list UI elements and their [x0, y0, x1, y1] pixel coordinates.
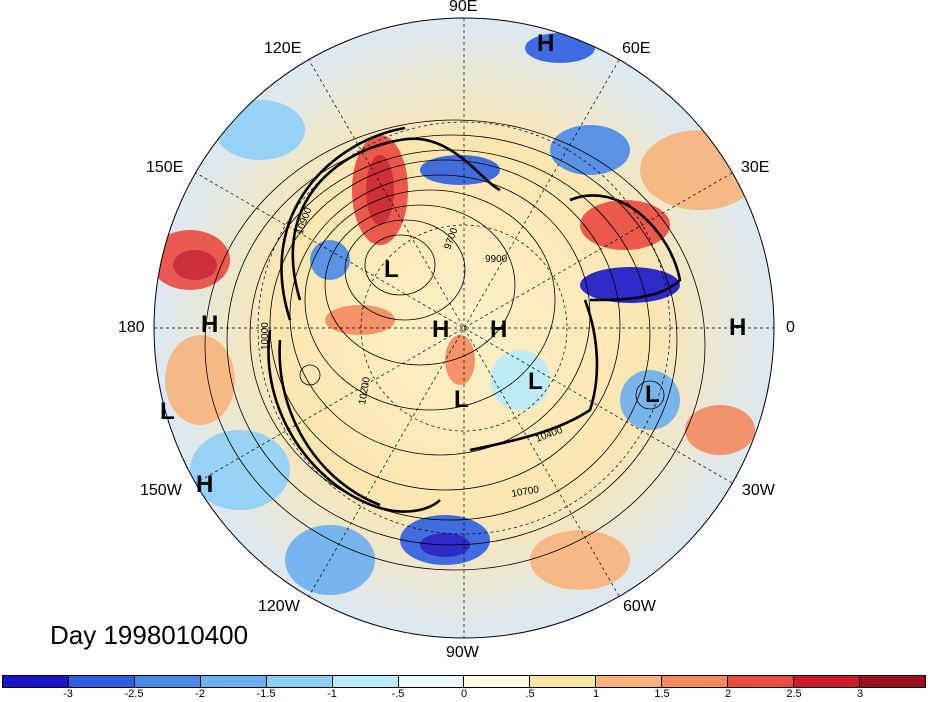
colorbar-tick-label: -1.5	[256, 688, 276, 700]
colorbar-tick-label: -1	[327, 688, 337, 700]
high-pressure-marker: H	[537, 30, 555, 57]
contour-label: 9900	[485, 254, 508, 265]
low-pressure-marker: L	[645, 381, 660, 408]
high-pressure-marker: H	[196, 471, 214, 498]
map-disk	[154, 18, 774, 638]
colorbar-tick-label: 3	[856, 688, 864, 700]
colorbar	[2, 675, 926, 688]
polar-map: 9700 9900 10200 10400 10700 10900 10000	[153, 17, 775, 639]
high-pressure-marker: H	[729, 314, 747, 341]
colorbar-segment	[266, 676, 333, 687]
colorbar-tick-label: 1.5	[654, 688, 670, 700]
lon-label-30w: 30W	[742, 482, 775, 499]
colorbar-tick-label: -.5	[391, 688, 405, 700]
colorbar-segment	[596, 676, 663, 687]
lon-label-150e: 150E	[146, 159, 184, 176]
colorbar-segment	[662, 676, 729, 687]
map-title: Day 1998010400	[50, 620, 249, 650]
graticule	[154, 18, 774, 638]
colorbar-tick-label: 2.5	[786, 688, 802, 700]
high-pressure-marker: H	[490, 316, 508, 343]
colorbar-tick-label: 2	[724, 688, 732, 700]
colorbar-tick-label: 1	[592, 688, 600, 700]
low-pressure-marker: L	[160, 398, 175, 425]
low-pressure-marker: L	[384, 256, 399, 283]
contour-label: 10200	[357, 376, 373, 406]
anomaly-shading	[154, 33, 760, 595]
colorbar-tick-label: -2	[195, 688, 205, 700]
lon-label-180: 180	[118, 319, 145, 336]
colorbar-segment	[200, 676, 267, 687]
jet-contours	[267, 126, 682, 513]
lon-label-90e: 90E	[449, 0, 478, 15]
high-pressure-marker: H	[432, 316, 450, 343]
colorbar-segment	[794, 676, 860, 687]
colorbar-tick-label: .5	[525, 688, 535, 700]
colorbar-segment	[464, 676, 531, 687]
contour-label: 10000	[260, 322, 271, 350]
colorbar-segment	[3, 676, 69, 687]
colorbar-segment	[398, 676, 465, 687]
low-pressure-marker: L	[528, 368, 543, 395]
lon-label-60e: 60E	[622, 40, 651, 57]
colorbar-segment	[134, 676, 201, 687]
colorbar-segment	[332, 676, 399, 687]
lon-label-120e: 120E	[264, 40, 302, 57]
lon-label-150w: 150W	[140, 482, 182, 499]
colorbar-tick-label: -2.5	[124, 688, 144, 700]
map-outline	[153, 17, 775, 639]
lon-label-30e: 30E	[741, 159, 770, 176]
colorbar-segment	[530, 676, 597, 687]
contour-label: 10700	[511, 484, 541, 500]
colorbar-segment	[859, 676, 925, 687]
lon-label-120w: 120W	[258, 598, 300, 615]
high-pressure-marker: H	[201, 311, 219, 338]
lon-label-60w: 60W	[623, 598, 656, 615]
colorbar-tick-label: 0	[460, 688, 468, 700]
colorbar-tick-label: -3	[63, 688, 73, 700]
colorbar-segment	[728, 676, 795, 687]
low-pressure-marker: L	[454, 386, 469, 413]
lon-label-90w: 90W	[446, 644, 479, 661]
colorbar-segment	[68, 676, 135, 687]
lon-label-0: 0	[786, 319, 795, 336]
